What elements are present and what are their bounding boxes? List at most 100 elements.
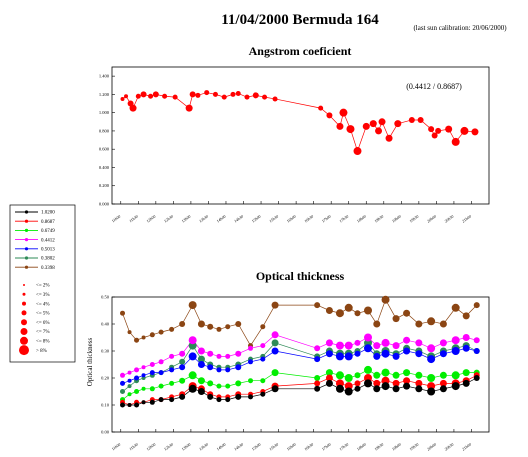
optical-x-tick-label: 12h00	[145, 442, 156, 452]
angstrom-point	[124, 94, 129, 99]
angstrom-y-tick-label: 0.200	[99, 183, 110, 188]
optical-point	[158, 383, 164, 389]
optical-point	[158, 329, 164, 335]
angstrom-point	[346, 125, 355, 134]
optical-point	[127, 330, 132, 335]
optical-point	[427, 355, 436, 364]
optical-x-tick-label: 13h00	[180, 442, 191, 452]
optical-chart-title: Optical thickness	[256, 269, 345, 283]
angstrom-y-tick-label: 0.800	[99, 128, 110, 133]
legend-size-marker	[20, 336, 28, 345]
angstrom-point	[230, 91, 236, 97]
optical-point	[179, 321, 186, 327]
optical-point	[392, 379, 400, 387]
optical-point	[354, 385, 361, 392]
optical-point	[169, 326, 175, 332]
optical-point	[207, 323, 214, 330]
angstrom-x-tick-label: 14h00	[215, 214, 226, 224]
optical-y-tick-label: 0.20	[101, 376, 110, 381]
optical-point	[325, 369, 333, 377]
angstrom-point	[362, 122, 370, 130]
angstrom-y-tick-label: 1.200	[99, 92, 110, 97]
angstrom-chart: 0.000 0.200 0.400 0.600 0.800 1.000 1.200 1.400…	[99, 66, 490, 224]
angstrom-x-tick-label: 16h30	[303, 214, 314, 224]
optical-point	[225, 324, 231, 330]
optical-point	[179, 358, 186, 365]
optical-point	[188, 336, 197, 345]
angstrom-x-tick-label: 13h00	[180, 214, 191, 224]
optical-point	[127, 384, 132, 389]
optical-point	[335, 309, 344, 318]
optical-point	[403, 382, 411, 390]
optical-point	[415, 350, 423, 358]
optical-point	[158, 370, 164, 376]
optical-point	[354, 380, 361, 387]
optical-x-tick-label: 15h30	[268, 442, 279, 452]
angstrom-point	[152, 91, 159, 98]
angstrom-y-tick-label: 0.400	[99, 165, 110, 170]
optical-point	[364, 333, 373, 342]
optical-point	[415, 339, 423, 347]
optical-x-tick-label: 16h00	[286, 442, 297, 452]
optical-point	[188, 352, 197, 361]
optical-point	[271, 385, 279, 393]
angstrom-chart-title: Angstrom coeficient	[249, 44, 352, 58]
optical-point	[314, 345, 321, 352]
optical-point	[127, 392, 132, 397]
optical-point	[141, 386, 146, 391]
angstrom-point	[326, 112, 333, 119]
optical-x-tick-label: 19h00	[391, 442, 402, 452]
optical-point	[271, 369, 279, 377]
optical-point	[373, 342, 381, 350]
angstrom-point	[471, 128, 479, 136]
angstrom-point	[189, 91, 196, 98]
optical-point	[344, 352, 353, 361]
optical-point	[392, 352, 400, 360]
optical-y-tick-label: 0.30	[101, 349, 110, 354]
angstrom-x-tick-label: 19h30	[408, 214, 419, 224]
angstrom-point	[235, 90, 241, 96]
optical-point	[427, 344, 436, 353]
optical-point	[439, 385, 447, 393]
optical-point	[392, 342, 400, 350]
optical-point	[364, 306, 373, 315]
optical-point	[462, 312, 470, 320]
optical-point	[354, 339, 361, 346]
optical-point	[392, 385, 400, 393]
optical-point	[451, 382, 460, 391]
angstrom-point	[353, 147, 362, 156]
optical-point	[169, 367, 175, 373]
angstrom-point	[336, 122, 344, 130]
legend-wavelength-label: 0.4412	[41, 238, 55, 243]
optical-plot-frame	[111, 296, 490, 433]
optical-point	[373, 320, 381, 328]
optical-point	[427, 387, 436, 396]
optical-point	[381, 338, 390, 347]
angstrom-point	[162, 93, 168, 99]
optical-thickness-chart: 0.00 0.10 0.20 0.30 0.40 0.50 11h00 11h30 12h00 1…	[101, 295, 490, 452]
optical-x-tick-label: 17h30	[338, 442, 349, 452]
angstrom-point	[378, 118, 386, 126]
optical-point	[451, 347, 460, 355]
optical-point	[149, 362, 155, 367]
optical-point	[141, 365, 146, 370]
angstrom-x-tick-label: 15h30	[268, 214, 279, 224]
optical-point	[141, 335, 146, 340]
angstrom-point	[272, 96, 278, 102]
legend-wavelength-label: 0.6749	[41, 229, 55, 234]
optical-point	[325, 350, 333, 358]
optical-point	[373, 385, 381, 393]
optical-point	[364, 365, 373, 374]
angstrom-y-tick-label: 0.600	[99, 147, 110, 152]
optical-point	[427, 317, 436, 326]
optical-point	[216, 326, 222, 332]
angstrom-annotation: (0.4412 / 0.8687)	[406, 82, 462, 91]
optical-point	[451, 371, 460, 380]
angstrom-point	[460, 126, 469, 135]
optical-point	[344, 387, 353, 396]
optical-point	[235, 350, 242, 357]
optical-point	[260, 324, 266, 330]
optical-point	[235, 364, 242, 371]
optical-point	[225, 367, 231, 373]
optical-point	[439, 350, 447, 358]
